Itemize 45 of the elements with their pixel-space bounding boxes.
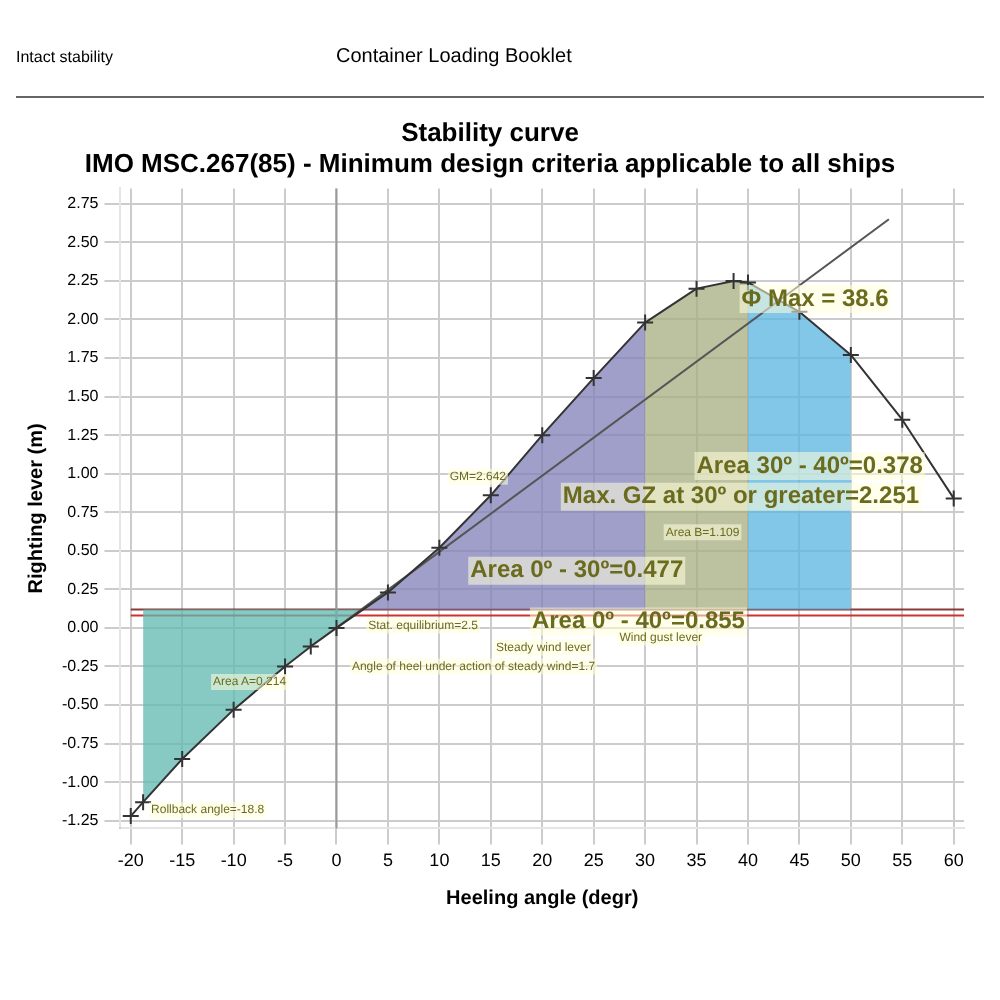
y-tick-label: -0.75 <box>62 733 100 752</box>
text: Container Loading Booklet <box>336 45 572 67</box>
x-tick-label: 35 <box>686 850 707 871</box>
y-tick-label: 2.25 <box>67 271 100 290</box>
y-tick-label: 0.00 <box>67 618 100 637</box>
x-tick-label: 0 <box>331 850 342 871</box>
y-tick-label: 2.00 <box>67 309 100 328</box>
x-tick-label: 15 <box>480 850 501 871</box>
x-tick-label: -15 <box>169 850 196 871</box>
x-tick-label: 5 <box>382 850 393 871</box>
annotation: Max. GZ at 30º or greater=2.251 <box>562 481 920 510</box>
x-tick-label: -20 <box>117 850 144 871</box>
x-tick-label: 20 <box>532 850 553 871</box>
annotation: Area 30º - 40º=0.378 <box>696 450 924 479</box>
x-tick-label: 40 <box>737 850 758 871</box>
y-tick-label: 0.50 <box>67 541 100 560</box>
x-tick-label: -5 <box>277 850 294 871</box>
y-axis-title: Righting lever (m) <box>25 423 48 594</box>
chart-subtitle: IMO MSC.267(85) - Minimum design criteria applicable to all ships <box>84 147 896 178</box>
y-tick-label: 1.75 <box>67 348 100 367</box>
x-tick-label: -10 <box>220 850 247 871</box>
x-tick-label: 45 <box>789 850 810 871</box>
x-tick-label: 50 <box>840 850 861 871</box>
x-tick-label: 30 <box>635 850 656 871</box>
y-tick-label: -1.00 <box>62 772 100 791</box>
y-tick-label: 0.25 <box>67 579 100 598</box>
y-tick-label: -0.25 <box>62 656 100 675</box>
y-tick-label: 2.50 <box>67 232 100 251</box>
x-tick-label: 10 <box>429 850 450 871</box>
annotation: Φ Max = 38.6 <box>741 283 890 312</box>
annotation: Area 0º - 40º=0.855 <box>531 606 746 635</box>
y-tick-label: 0.75 <box>67 502 100 521</box>
y-tick-label: 1.50 <box>67 387 100 405</box>
annotation: Area 0º - 30º=0.477 <box>470 555 684 584</box>
y-tick-label: -1.25 <box>62 811 100 830</box>
chart-title: Stability curve <box>401 116 579 147</box>
x-tick-label: 25 <box>583 850 604 871</box>
x-tick-label: 55 <box>892 850 913 871</box>
y-tick-label: 1.00 <box>67 464 100 483</box>
x-axis-title: Heeling angle (degr) <box>446 887 639 910</box>
y-tick-label: 2.75 <box>67 194 100 213</box>
y-tick-label: -0.50 <box>62 695 100 714</box>
y-tick-label: 1.25 <box>67 425 100 444</box>
text: Intact stability <box>16 47 115 65</box>
x-tick-label: 60 <box>943 850 964 871</box>
